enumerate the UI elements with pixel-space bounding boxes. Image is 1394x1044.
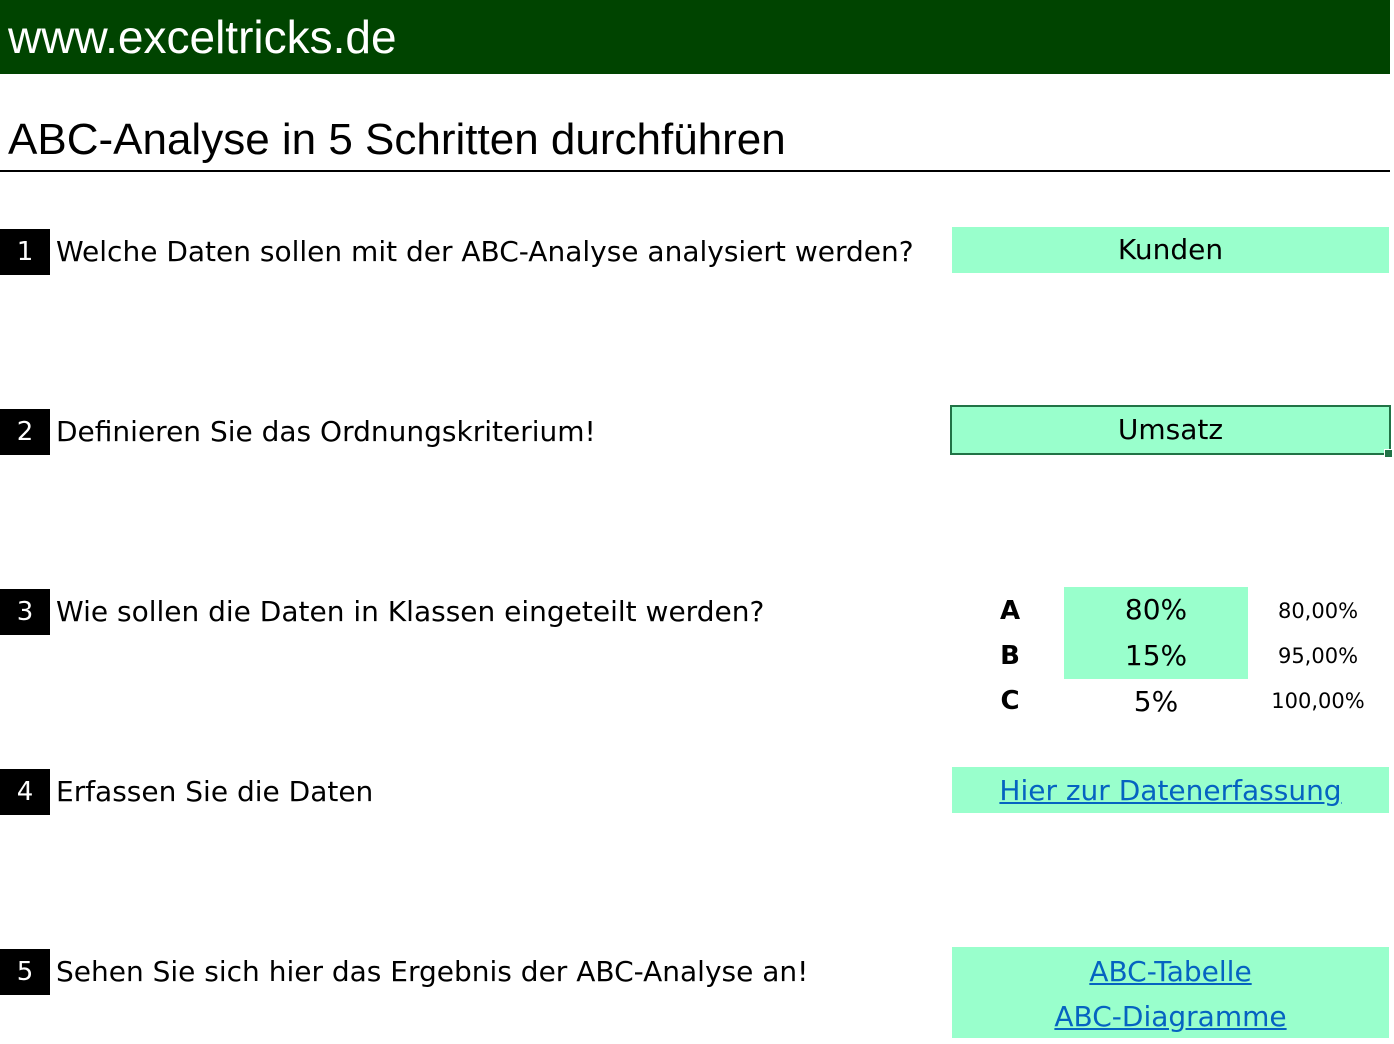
- results-cell: ABC-Tabelle ABC-Diagramme: [952, 947, 1389, 1038]
- step-5-number: 5: [0, 949, 50, 995]
- class-c-label: C: [1000, 686, 1020, 716]
- step-5-question: Sehen Sie sich hier das Ergebnis der ABC…: [56, 955, 809, 988]
- class-c-cumulative: 100,00%: [1271, 689, 1365, 713]
- step-4-question: Erfassen Sie die Daten: [56, 775, 374, 808]
- step-1-number: 1: [0, 229, 50, 275]
- fill-handle[interactable]: [1384, 449, 1393, 458]
- class-a-cumulative: 80,00%: [1277, 599, 1359, 623]
- class-a-percent-cell[interactable]: 80%: [1064, 587, 1248, 633]
- page-title: ABC-Analyse in 5 Schritten durchführen: [8, 115, 786, 164]
- step-4-number: 4: [0, 769, 50, 815]
- class-b-percent-cell[interactable]: 15%: [1064, 633, 1248, 679]
- data-entry-cell: Hier zur Datenerfassung: [952, 767, 1389, 813]
- site-banner: www.exceltricks.de: [0, 0, 1390, 74]
- order-criterion-cell[interactable]: Umsatz: [950, 405, 1391, 455]
- class-b-label: B: [1000, 641, 1020, 671]
- step-3-number: 3: [0, 589, 50, 635]
- data-type-cell[interactable]: Kunden: [952, 227, 1389, 273]
- step-2-number: 2: [0, 409, 50, 455]
- step-1-question: Welche Daten sollen mit der ABC-Analyse …: [56, 235, 914, 268]
- class-c-percent: 5%: [1133, 685, 1179, 718]
- title-underline: [0, 170, 1390, 172]
- abc-charts-link[interactable]: ABC-Diagramme: [1054, 1000, 1287, 1033]
- class-a-label: A: [999, 596, 1021, 626]
- step-3-question: Wie sollen die Daten in Klassen eingetei…: [56, 595, 765, 628]
- abc-table-link[interactable]: ABC-Tabelle: [1089, 955, 1252, 988]
- class-b-cumulative: 95,00%: [1277, 644, 1359, 668]
- data-entry-link[interactable]: Hier zur Datenerfassung: [999, 774, 1342, 807]
- site-url: www.exceltricks.de: [8, 11, 397, 63]
- step-2-question: Definieren Sie das Ordnungskriterium!: [56, 415, 596, 448]
